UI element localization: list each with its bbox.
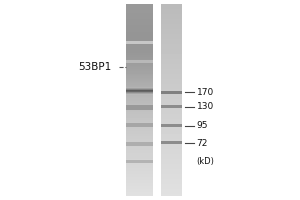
Text: (kD): (kD) [196,157,214,166]
Text: 72: 72 [196,139,208,148]
Text: 130: 130 [196,102,214,111]
Text: 95: 95 [196,121,208,130]
Text: 170: 170 [196,88,214,97]
Text: 53BP1: 53BP1 [78,62,111,72]
